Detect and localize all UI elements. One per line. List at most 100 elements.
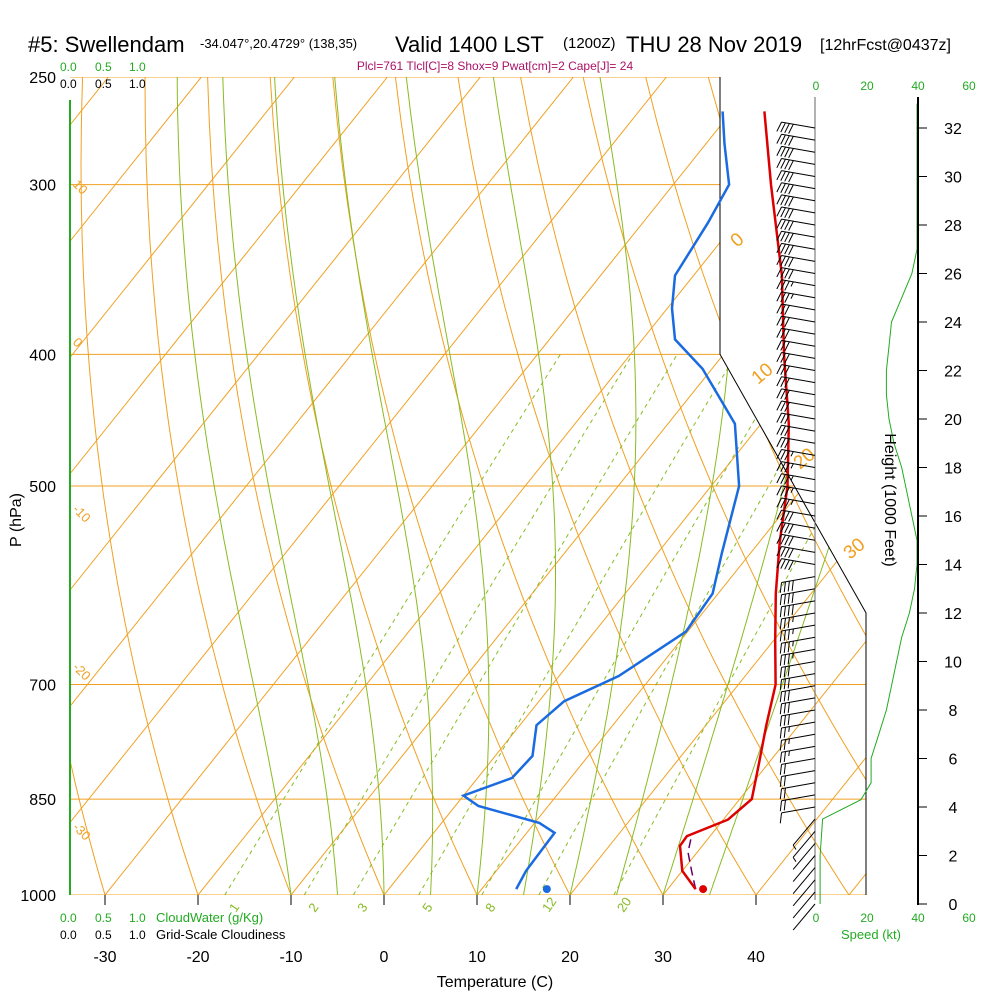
height-tick-label: 4 xyxy=(949,800,958,817)
cloud-scale-bottom: 0.0 0.5 1.0 CloudWater (g/Kg) 0.0 0.5 1.… xyxy=(60,910,286,942)
isotherm xyxy=(70,77,481,895)
isotherm xyxy=(0,77,15,895)
barb-flag xyxy=(784,438,790,449)
barb-flag xyxy=(788,269,794,280)
barb-flag xyxy=(784,402,790,412)
barb-staff xyxy=(781,339,816,347)
barb-flag xyxy=(783,751,786,763)
wind-barb xyxy=(776,449,816,461)
moist-adiabat xyxy=(492,77,556,895)
barb-flag xyxy=(780,401,786,412)
wind-barb xyxy=(779,745,816,763)
barb-staff xyxy=(781,376,816,384)
wind-barb xyxy=(779,624,816,642)
barb-staff xyxy=(781,194,816,202)
isotherm-label: -10 xyxy=(70,502,94,526)
barb-staff xyxy=(781,588,816,596)
barb-flag xyxy=(788,123,794,134)
barb-flag xyxy=(780,243,786,254)
barb-staff xyxy=(781,400,816,408)
barb-staff xyxy=(781,242,816,250)
wind-barb xyxy=(776,218,816,231)
dry-adiabat xyxy=(0,28,19,924)
barb-flag xyxy=(780,462,786,472)
barb-flag xyxy=(787,690,790,701)
height-tick-label: 8 xyxy=(949,703,958,720)
barb-flag xyxy=(787,629,790,641)
barb-flag xyxy=(787,605,790,616)
barb-half-flag xyxy=(788,738,790,745)
barb-flag xyxy=(784,232,790,243)
barb-flag xyxy=(788,257,794,268)
wind-barb xyxy=(776,546,816,559)
barb-flag xyxy=(779,788,783,800)
x-tick-label: 40 xyxy=(747,949,765,966)
barb-flag xyxy=(788,524,794,534)
wind-barb xyxy=(776,424,816,437)
height-tick-label: 12 xyxy=(944,606,962,623)
barb-flag xyxy=(780,268,786,278)
cloudiness-scale-bot-1: 0.5 xyxy=(95,928,112,942)
wind-barb xyxy=(776,400,816,412)
barb-flag xyxy=(780,546,786,557)
barb-staff xyxy=(781,461,816,468)
valid-time-z: (1200Z) xyxy=(563,35,616,52)
pressure-tick-label: 700 xyxy=(29,678,56,695)
barb-flag xyxy=(783,654,786,666)
barb-flag xyxy=(784,220,790,231)
barb-flag xyxy=(788,233,794,243)
moist-adiabat xyxy=(405,77,490,895)
barb-staff xyxy=(781,218,816,226)
barb-staff xyxy=(781,449,816,456)
barb-staff xyxy=(781,145,816,153)
barb-staff xyxy=(781,497,816,505)
barb-flag xyxy=(776,303,782,314)
barb-flag xyxy=(776,218,782,229)
barb-flag xyxy=(787,581,790,592)
barb-flag xyxy=(776,352,782,363)
barb-staff xyxy=(781,170,816,177)
speed-tick-top-60: 60 xyxy=(962,79,976,93)
cloudwater-scale-top-0: 0.0 xyxy=(60,60,77,74)
cloudiness-scale-top-0: 0.0 xyxy=(60,77,77,91)
barb-flag xyxy=(784,414,790,425)
barb-half-flag xyxy=(792,653,794,659)
wind-barb xyxy=(776,170,816,183)
wind-barb xyxy=(776,230,816,243)
isotherm-label: -30 xyxy=(70,820,94,844)
barb-flag xyxy=(788,548,794,559)
pressure-tick-label: 400 xyxy=(29,347,56,364)
cloudwater-scale-bot-0: 0.0 xyxy=(60,911,77,925)
wind-barb xyxy=(776,121,816,134)
wind-barb xyxy=(792,818,816,850)
barb-flag xyxy=(783,606,786,617)
barb-staff xyxy=(781,521,816,529)
cloudwater-legend: CloudWater (g/Kg) xyxy=(156,910,263,925)
barb-flag xyxy=(776,291,782,302)
barb-flag xyxy=(783,739,786,750)
barb-staff xyxy=(781,315,816,323)
barb-flag xyxy=(783,666,786,678)
barb-flag xyxy=(784,353,790,364)
barb-flag xyxy=(779,606,783,618)
moist-adiabat xyxy=(569,77,637,895)
isotherm xyxy=(70,77,202,895)
barb-flag xyxy=(784,523,790,534)
barb-flag xyxy=(776,243,782,253)
barb-flag xyxy=(787,714,790,725)
barb-half-flag xyxy=(790,281,794,287)
speed-tick-bot-60: 60 xyxy=(962,911,976,925)
barb-flag xyxy=(788,148,794,159)
mixing-ratio-label: 3 xyxy=(354,900,370,915)
height-axis-title: Height (1000 Feet) xyxy=(881,433,898,566)
dry-adiabat xyxy=(80,77,209,895)
barb-flag xyxy=(784,305,790,315)
speed-tick-top-40: 40 xyxy=(911,79,925,93)
barb-flag xyxy=(788,184,794,195)
barb-flag xyxy=(780,316,786,327)
barb-flag xyxy=(787,665,790,677)
barb-flag xyxy=(788,172,794,183)
barb-flag xyxy=(783,690,786,702)
barb-staff xyxy=(792,879,816,907)
x-tick-label: 0 xyxy=(380,949,389,966)
